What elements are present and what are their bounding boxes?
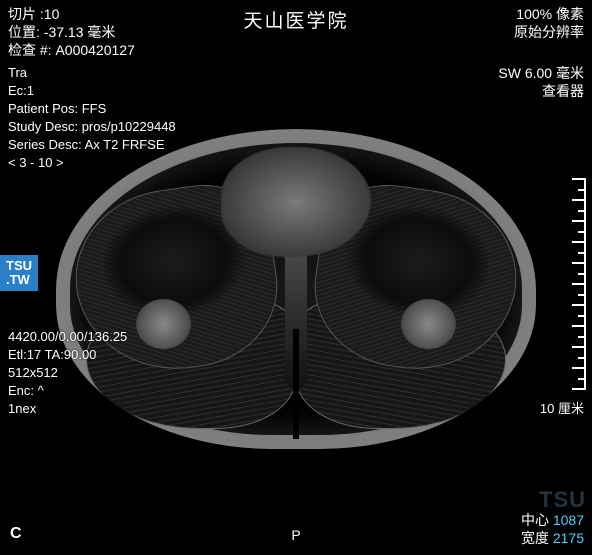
mid-right-meta: SW 6.00 毫米 查看器 [498, 64, 584, 100]
pixel-label: 100% 像素 [514, 5, 584, 23]
institution-title: 天山医学院 [243, 6, 348, 33]
enc-label: Enc: ^ [8, 382, 127, 400]
center-label: 中心 [521, 512, 549, 528]
width-label: 宽度 [521, 530, 549, 546]
study-desc-label: Study Desc: pros/p10229448 [8, 118, 176, 136]
nex-label: 1nex [8, 400, 127, 418]
patient-pos-label: Patient Pos: FFS [8, 100, 176, 118]
pelvis-anatomy [56, 129, 536, 449]
center-row: 中心 1087 [521, 511, 584, 529]
mid-left-meta: Tra Ec:1 Patient Pos: FFS Study Desc: pr… [8, 64, 176, 172]
corner-c-label: C [10, 525, 22, 543]
sw-label: SW 6.00 毫米 [498, 64, 584, 82]
ec-label: Ec:1 [8, 82, 176, 100]
scale-ruler [568, 178, 586, 388]
viewer-label: 查看器 [498, 82, 584, 100]
watermark-tsu-faint: TSU [539, 487, 586, 513]
orientation-bottom: P [291, 527, 300, 543]
top-right-meta: 100% 像素 原始分辨率 [514, 5, 584, 41]
bottom-left-meta: 4420.00/0.00/136.25 Etl:17 TA:90.00 512x… [8, 328, 127, 418]
range-label: < 3 - 10 > [8, 154, 176, 172]
watermark-line1: TSU [6, 259, 32, 273]
watermark-line2: .TW [6, 273, 32, 287]
tra-label: Tra [8, 64, 176, 82]
exam-label: 检查 #: A000420127 [8, 41, 135, 59]
scale-length-label: 10 厘米 [540, 398, 584, 417]
dicom-viewer: 天山医学院 切片 :10 位置: -37.13 毫米 检查 #: A000420… [0, 0, 592, 555]
series-desc-label: Series Desc: Ax T2 FRFSE [8, 136, 176, 154]
width-value: 2175 [553, 530, 584, 546]
etl-label: Etl:17 TA:90.00 [8, 346, 127, 364]
center-value: 1087 [553, 512, 584, 528]
slice-label: 切片 :10 [8, 5, 135, 23]
bottom-right-meta: 中心 1087 宽度 2175 [521, 511, 584, 547]
matrix-label: 512x512 [8, 364, 127, 382]
top-left-meta: 切片 :10 位置: -37.13 毫米 检查 #: A000420127 [8, 5, 135, 59]
resolution-label: 原始分辨率 [514, 23, 584, 41]
te-label: 4420.00/0.00/136.25 [8, 328, 127, 346]
position-label: 位置: -37.13 毫米 [8, 23, 135, 41]
width-row: 宽度 2175 [521, 529, 584, 547]
watermark-tsu-badge: TSU .TW [0, 255, 38, 291]
